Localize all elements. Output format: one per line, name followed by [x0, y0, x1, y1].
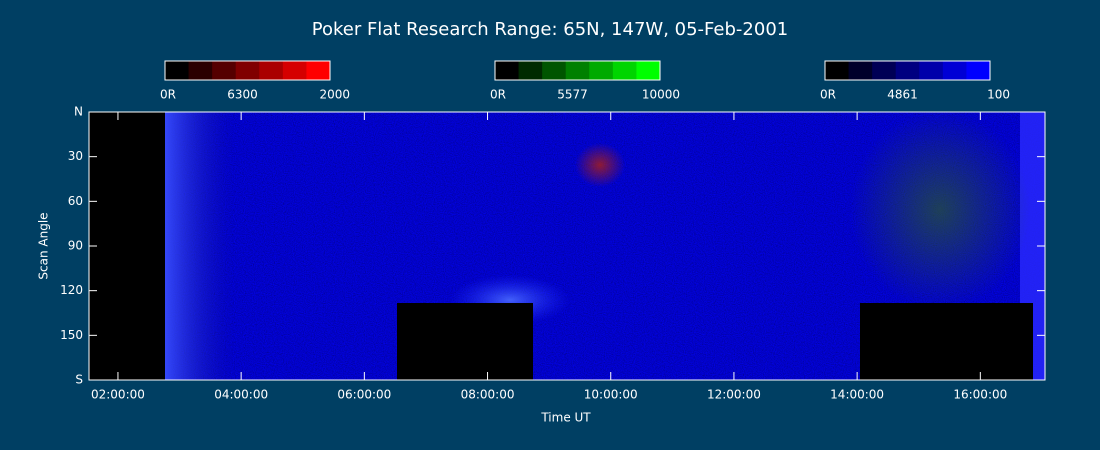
x-tick-label: 06:00:00	[337, 388, 391, 402]
chart-title: Poker Flat Research Range: 65N, 147W, 05…	[312, 19, 788, 40]
x-tick-label: 08:00:00	[461, 388, 515, 402]
image-glow	[165, 112, 235, 380]
x-tick-label: 14:00:00	[830, 388, 884, 402]
x-tick-label: 16:00:00	[953, 388, 1007, 402]
colorbar-max-label: 2000	[319, 88, 350, 102]
colorbar-segment	[966, 61, 991, 80]
y-tick-label: S	[75, 373, 83, 387]
keogram-image	[89, 110, 1045, 380]
colorbar-segment	[589, 61, 614, 80]
y-tick-label: 120	[60, 283, 83, 297]
colorbar-frame	[164, 60, 331, 81]
colorbar-segment	[636, 61, 661, 80]
colorbar-segment	[848, 61, 873, 80]
colorbar-segment	[282, 61, 307, 80]
colorbar-max-label: 100	[987, 88, 1010, 102]
y-tick-label: 150	[60, 328, 83, 342]
colorbar-segment	[495, 61, 520, 80]
image-red-patch	[575, 143, 625, 187]
colorbar-segment	[212, 61, 237, 80]
colorbar-min-label: 0R	[820, 88, 836, 102]
x-axis-label: Time UT	[540, 411, 591, 425]
colorbar-segment	[942, 61, 967, 80]
x-tick-label: 04:00:00	[214, 388, 268, 402]
x-tick-label: 02:00:00	[91, 388, 145, 402]
colorbar-name: 5577	[557, 88, 588, 102]
colorbar-segment	[919, 61, 944, 80]
colorbar-segment	[895, 61, 920, 80]
colorbar-segment	[518, 61, 543, 80]
colorbar-segment	[542, 61, 567, 80]
image-no-data	[397, 303, 533, 380]
colorbar-max-label: 10000	[642, 88, 680, 102]
y-tick-label: 60	[68, 194, 83, 208]
colorbar-segment	[235, 61, 260, 80]
colorbar-min-label: 0R	[160, 88, 176, 102]
colorbar-segment	[188, 61, 213, 80]
image-no-data	[89, 112, 165, 380]
colorbar-frame	[494, 60, 661, 81]
colorbar-segment	[306, 61, 331, 80]
colorbar-segment	[612, 61, 637, 80]
colorbar-segment	[825, 61, 850, 80]
colorbar-name: 6300	[227, 88, 258, 102]
y-tick-label: N	[74, 105, 83, 119]
y-axis-label: Scan Angle	[37, 212, 51, 279]
x-tick-label: 10:00:00	[584, 388, 638, 402]
colorbar-segment	[565, 61, 590, 80]
colorbar-min-label: 0R	[490, 88, 506, 102]
x-tick-label: 12:00:00	[707, 388, 761, 402]
y-tick-label: 90	[68, 239, 83, 253]
colorbar-segment	[165, 61, 190, 80]
colorbar-name: 4861	[887, 88, 918, 102]
colorbar-segment	[259, 61, 284, 80]
colorbar-segment	[872, 61, 897, 80]
colorbar-frame	[824, 60, 991, 81]
image-green-patch	[850, 110, 1030, 310]
y-tick-label: 30	[68, 149, 83, 163]
image-no-data	[860, 303, 1033, 380]
